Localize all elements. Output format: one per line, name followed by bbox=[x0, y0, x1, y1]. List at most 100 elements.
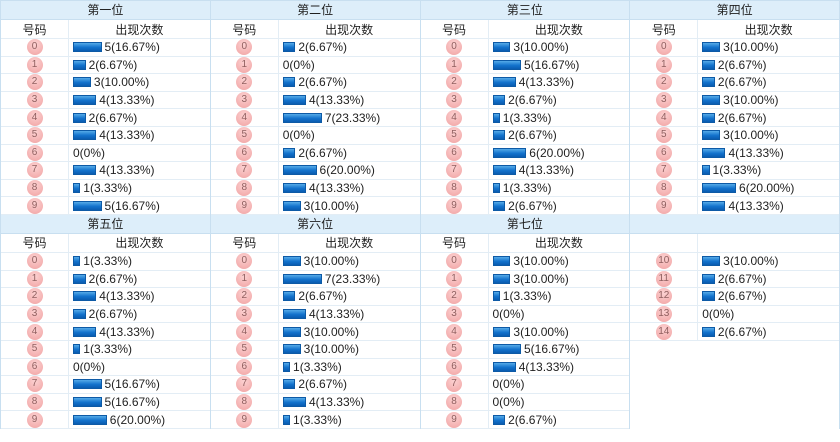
frequency-bar bbox=[492, 361, 516, 372]
frequency-label: 6(20.00%) bbox=[319, 163, 375, 178]
number-cell: 10 bbox=[630, 252, 699, 270]
frequency-bar bbox=[702, 273, 715, 284]
count-cell: 4(13.33%) bbox=[69, 162, 210, 179]
count-cell: 4(13.33%) bbox=[279, 306, 420, 323]
table-row: 3 4(13.33%) bbox=[1, 91, 210, 110]
number-badge: 5 bbox=[26, 127, 43, 144]
count-cell: 2(6.67%) bbox=[698, 74, 839, 91]
frequency-bar bbox=[282, 183, 306, 194]
frequency-bar bbox=[282, 77, 296, 88]
frequency-bar bbox=[282, 256, 301, 267]
frequency-label: 3(10.00%) bbox=[723, 93, 779, 108]
frequency-bar bbox=[702, 256, 721, 267]
frequency-bar bbox=[492, 147, 527, 158]
table-row: 11 2(6.67%) bbox=[630, 270, 839, 289]
table-row: 2 3(10.00%) bbox=[1, 74, 210, 92]
number-badge: 1 bbox=[236, 270, 253, 287]
number-cell: 6 bbox=[211, 144, 279, 162]
number-badge: 0 bbox=[446, 39, 462, 56]
frequency-bar bbox=[492, 183, 500, 194]
count-cell: 2(6.67%) bbox=[489, 127, 630, 144]
count-cell: 4(13.33%) bbox=[489, 359, 630, 376]
number-badge: 11 bbox=[655, 270, 672, 287]
number-cell: 4 bbox=[630, 109, 699, 126]
count-column-header: 出现次数 bbox=[115, 22, 164, 37]
frequency-bar bbox=[73, 414, 107, 425]
number-badge: 2 bbox=[26, 74, 43, 91]
frequency-label: 1(3.33%) bbox=[502, 110, 552, 125]
count-cell: 3(10.00%) bbox=[698, 253, 839, 270]
frequency-label: 1(3.33%) bbox=[83, 254, 132, 269]
frequency-label: 3(10.00%) bbox=[303, 254, 360, 269]
count-cell: 3(10.00%) bbox=[698, 92, 839, 109]
count-cell: 0(0%) bbox=[698, 306, 839, 323]
frequency-label: 5(16.67%) bbox=[524, 342, 580, 357]
table-row: 7 6(20.00%) bbox=[210, 162, 420, 180]
number-badge: 12 bbox=[655, 288, 672, 305]
table-row: 9 5(16.67%) bbox=[1, 197, 210, 215]
count-column-header: 出现次数 bbox=[115, 236, 164, 251]
frequency-bar bbox=[73, 256, 81, 267]
number-badge: 2 bbox=[655, 74, 672, 91]
count-cell: 5(16.67%) bbox=[69, 394, 210, 411]
frequency-bar bbox=[73, 77, 91, 88]
frequency-bar bbox=[73, 112, 86, 123]
number-cell: 2 bbox=[421, 288, 489, 305]
frequency-bar bbox=[282, 165, 317, 176]
table-row: 1 2(6.67%) bbox=[1, 56, 210, 75]
count-cell: 6(20.00%) bbox=[489, 145, 630, 162]
frequency-label: 4(13.33%) bbox=[308, 307, 365, 322]
count-cell: 1(3.33%) bbox=[489, 288, 630, 305]
number-badge: 0 bbox=[236, 253, 253, 270]
number-cell: 5 bbox=[1, 340, 69, 358]
frequency-bar bbox=[492, 200, 506, 211]
number-cell: 0 bbox=[1, 252, 69, 270]
count-column-header: 出现次数 bbox=[325, 236, 374, 251]
count-cell: 6(20.00%) bbox=[698, 180, 839, 197]
frequency-label: 4(13.33%) bbox=[308, 93, 365, 108]
number-cell: 8 bbox=[421, 179, 489, 197]
frequency-label: 3(10.00%) bbox=[513, 40, 569, 55]
number-badge: 9 bbox=[236, 197, 253, 214]
panel-title: 第二位 bbox=[210, 1, 420, 20]
number-cell: 8 bbox=[211, 393, 279, 411]
table-row: 6 1(3.33%) bbox=[210, 358, 420, 377]
table-row: 6 0(0%) bbox=[1, 358, 210, 377]
frequency-bar bbox=[282, 273, 322, 284]
empty-filler bbox=[630, 341, 839, 429]
table-row: 4 4(13.33%) bbox=[1, 323, 210, 341]
frequency-label: 2(6.67%) bbox=[717, 110, 767, 125]
frequency-label: 0(0%) bbox=[282, 128, 315, 143]
frequency-bar bbox=[73, 42, 102, 53]
table-row: 4 1(3.33%) bbox=[420, 109, 630, 127]
number-cell: 1 bbox=[421, 56, 489, 74]
count-cell: 4(13.33%) bbox=[69, 92, 210, 109]
frequency-bar bbox=[73, 396, 102, 407]
frequency-bar bbox=[702, 59, 715, 70]
stats-panel: 第二位 号码 出现次数 0 2(6.67%) 1 0(0%) 2 2(6.67%) 3 4(13.3… bbox=[209, 1, 420, 215]
table-row: 2 1(3.33%) bbox=[420, 288, 630, 306]
number-badge: 1 bbox=[655, 56, 672, 73]
frequency-bar bbox=[282, 291, 296, 302]
count-cell: 3(10.00%) bbox=[279, 323, 420, 340]
table-row: 13 0(0%) bbox=[630, 305, 839, 324]
number-badge: 7 bbox=[26, 162, 43, 179]
number-badge: 6 bbox=[26, 144, 43, 161]
frequency-label: 0(0%) bbox=[73, 359, 106, 374]
frequency-bar bbox=[702, 42, 721, 53]
frequency-bar bbox=[73, 309, 86, 320]
table-row: 9 6(20.00%) bbox=[1, 411, 210, 429]
frequency-label: 4(13.33%) bbox=[99, 128, 155, 143]
frequency-label: 3(10.00%) bbox=[513, 271, 569, 286]
frequency-label: 0(0%) bbox=[492, 394, 525, 409]
frequency-bar bbox=[492, 130, 506, 141]
table-row: 3 4(13.33%) bbox=[210, 305, 420, 324]
count-column-header: 出现次数 bbox=[534, 236, 583, 251]
frequency-label: 5(16.67%) bbox=[104, 377, 160, 392]
count-column-header: 出现次数 bbox=[534, 22, 583, 37]
count-cell: 1(3.33%) bbox=[279, 411, 420, 428]
frequency-bar bbox=[492, 112, 500, 123]
number-cell: 6 bbox=[1, 358, 69, 376]
number-cell: 2 bbox=[211, 288, 279, 305]
frequency-label: 0(0%) bbox=[492, 307, 525, 322]
